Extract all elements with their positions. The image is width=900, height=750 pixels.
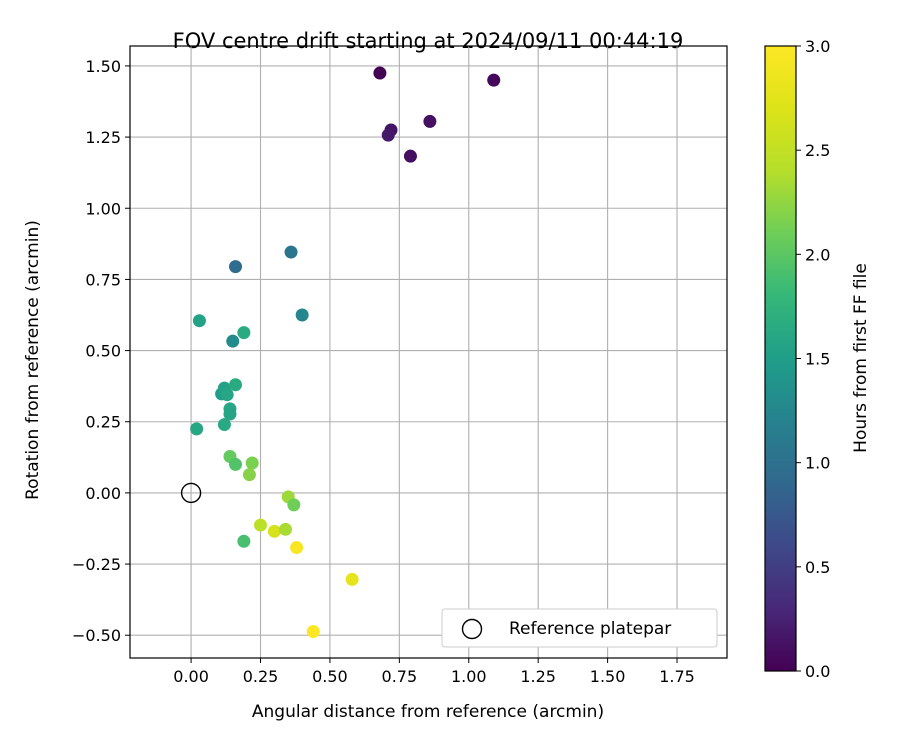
scatter-point bbox=[373, 66, 387, 80]
scatter-point bbox=[217, 418, 231, 432]
reference-marker-layer bbox=[180, 482, 202, 504]
colorbar-tick-label: 1.0 bbox=[805, 454, 830, 473]
legend: Reference platepar bbox=[441, 608, 718, 648]
y-tick-label: 0.50 bbox=[85, 342, 121, 361]
x-tick-label: 1.50 bbox=[590, 667, 626, 686]
scatter-point bbox=[226, 334, 240, 348]
y-tick-label: 1.00 bbox=[85, 199, 121, 218]
x-tick-label: 0.75 bbox=[382, 667, 418, 686]
colorbar-tick-label: 2.0 bbox=[805, 245, 830, 264]
scatter-point bbox=[242, 468, 256, 482]
y-tick-label: 1.25 bbox=[85, 128, 121, 147]
scatter-point bbox=[290, 541, 304, 555]
legend-label: Reference platepar bbox=[509, 619, 671, 639]
scatter-point bbox=[306, 625, 320, 639]
colorbar: 0.0 0.5 1.0 1.5 2.0 2.5 3.0 Hours from first F… bbox=[764, 37, 871, 681]
y-tick-label: 0.75 bbox=[85, 270, 121, 289]
scatter-point bbox=[192, 314, 206, 328]
y-tick-label: −0.50 bbox=[72, 626, 121, 645]
colorbar-tick-label: 2.5 bbox=[805, 141, 830, 160]
x-tick-label: 0.00 bbox=[173, 667, 209, 686]
scatter-point bbox=[345, 572, 359, 586]
colorbar-ticks: 0.0 0.5 1.0 1.5 2.0 2.5 3.0 bbox=[796, 37, 830, 681]
legend-box bbox=[441, 608, 718, 648]
y-axis-label: Rotation from reference (arcmin) bbox=[23, 220, 43, 500]
scatter-point bbox=[284, 245, 298, 259]
plot-area-frame bbox=[129, 45, 728, 659]
scatter-point bbox=[190, 422, 204, 436]
y-tick-label: 1.50 bbox=[85, 57, 121, 76]
y-axis-ticks: −0.50 −0.25 0.00 0.25 0.50 0.75 1.00 1.25 1.50 bbox=[72, 57, 130, 645]
scatter-point bbox=[381, 128, 395, 142]
scatter-point bbox=[403, 149, 417, 163]
x-tick-label: 1.25 bbox=[520, 667, 556, 686]
legend-open-circle-marker bbox=[461, 618, 483, 640]
scatter-point bbox=[487, 73, 501, 87]
x-tick-label: 1.75 bbox=[659, 667, 695, 686]
chart-title: FOV centre drift starting at 2024/09/11 … bbox=[173, 29, 684, 53]
scatter-point bbox=[229, 378, 243, 392]
scatter-point bbox=[220, 388, 234, 402]
colorbar-gradient bbox=[764, 45, 797, 672]
scatter-point bbox=[229, 457, 243, 471]
x-axis-ticks: 0.00 0.25 0.50 0.75 1.00 1.25 1.50 1.75 bbox=[173, 658, 695, 686]
scatter-point bbox=[287, 498, 301, 512]
y-tick-label: 0.25 bbox=[85, 413, 121, 432]
scatter-point bbox=[254, 518, 268, 532]
data-points bbox=[190, 66, 501, 639]
scatter-point bbox=[245, 456, 259, 470]
scatter-point bbox=[229, 260, 243, 274]
x-axis-label: Angular distance from reference (arcmin) bbox=[252, 702, 604, 722]
colorbar-tick-label: 1.5 bbox=[805, 350, 830, 369]
x-tick-label: 1.00 bbox=[451, 667, 487, 686]
grid-lines bbox=[130, 46, 727, 658]
scatter-point bbox=[237, 326, 251, 340]
colorbar-label: Hours from first FF file bbox=[851, 263, 871, 453]
scatter-point bbox=[223, 407, 237, 421]
scatter-point bbox=[237, 534, 251, 548]
colorbar-tick-label: 0.5 bbox=[805, 558, 830, 577]
reference-platepar-marker bbox=[180, 482, 202, 504]
colorbar-tick-label: 3.0 bbox=[805, 37, 830, 56]
x-tick-label: 0.25 bbox=[243, 667, 279, 686]
x-tick-label: 0.50 bbox=[312, 667, 348, 686]
scatter-point bbox=[278, 522, 292, 536]
scatter-point bbox=[295, 308, 309, 322]
y-tick-label: 0.00 bbox=[85, 484, 121, 503]
y-tick-label: −0.25 bbox=[72, 555, 121, 574]
scatter-point bbox=[423, 114, 437, 128]
scatter-point bbox=[267, 524, 281, 538]
colorbar-tick-label: 0.0 bbox=[805, 662, 830, 681]
